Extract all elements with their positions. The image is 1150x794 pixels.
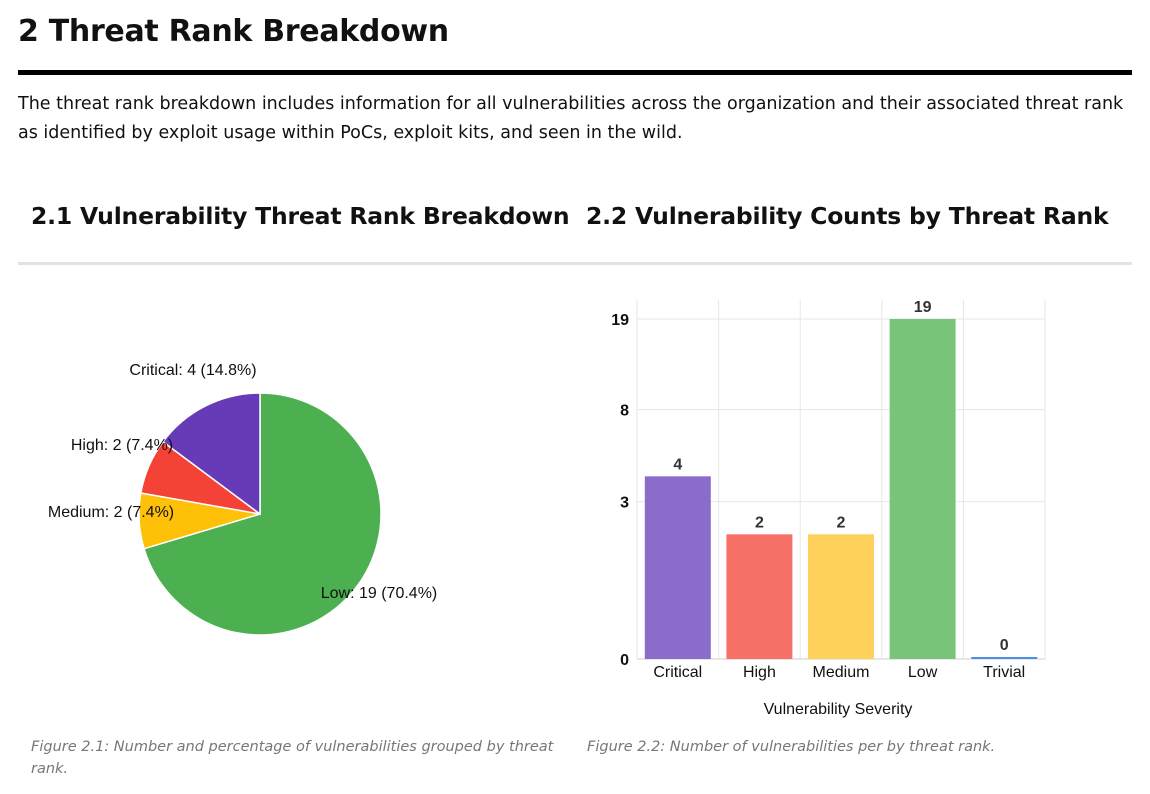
pie-slice-low xyxy=(143,392,382,636)
bar-value-label: 4 xyxy=(673,456,682,473)
pie-label-medium: Medium: 2 (7.4%) xyxy=(48,504,174,521)
pie-label-high: High: 2 (7.4%) xyxy=(71,437,173,454)
section-intro: The threat rank breakdown includes infor… xyxy=(18,94,1124,143)
bar-value-label: 19 xyxy=(914,299,932,316)
x-tick-label: Critical xyxy=(653,664,702,681)
x-tick-label: Medium xyxy=(813,664,870,681)
bar-low xyxy=(889,319,956,659)
x-tick-label: High xyxy=(743,664,776,681)
bar-critical xyxy=(644,476,711,659)
bar-value-label: 2 xyxy=(837,514,846,531)
bar-trivial xyxy=(971,657,1038,659)
bar-chart-caption: Figure 2.2: Number of vulnerabilities pe… xyxy=(587,739,996,755)
x-tick-label: Trivial xyxy=(983,664,1025,681)
pie-chart-caption: Figure 2.1: Number and percentage of vul… xyxy=(31,739,554,777)
pie-label-low: Low: 19 (70.4%) xyxy=(321,585,438,602)
x-axis-title: Vulnerability Severity xyxy=(764,701,913,718)
x-tick-label: Low xyxy=(908,664,938,681)
bar-value-label: 0 xyxy=(1000,637,1009,654)
bar-chart: 0 3 8 19 4 Critical 2 High 2 Medium 19 Low 0 Trivial V… xyxy=(611,299,1046,718)
bar-medium xyxy=(808,534,874,659)
y-tick-label: 8 xyxy=(620,403,629,420)
title-divider xyxy=(18,70,1132,75)
pie-slice-critical xyxy=(161,392,261,516)
section-title: 2 Threat Rank Breakdown xyxy=(18,14,449,49)
y-tick-label: 3 xyxy=(620,495,629,512)
pie-label-critical: Critical: 4 (14.8%) xyxy=(129,362,256,379)
bar-high xyxy=(726,534,793,659)
subheading-divider xyxy=(18,262,1132,265)
bar-value-label: 2 xyxy=(755,514,764,531)
pie-chart-heading: 2.1 Vulnerability Threat Rank Breakdown xyxy=(31,202,570,230)
pie-chart: Low: 19 (70.4%) Medium: 2 (7.4%) High: 2 (… xyxy=(48,362,438,636)
bar-chart-heading: 2.2 Vulnerability Counts by Threat Rank xyxy=(586,202,1109,230)
y-tick-label: 0 xyxy=(620,652,629,669)
y-tick-label: 19 xyxy=(611,312,629,329)
